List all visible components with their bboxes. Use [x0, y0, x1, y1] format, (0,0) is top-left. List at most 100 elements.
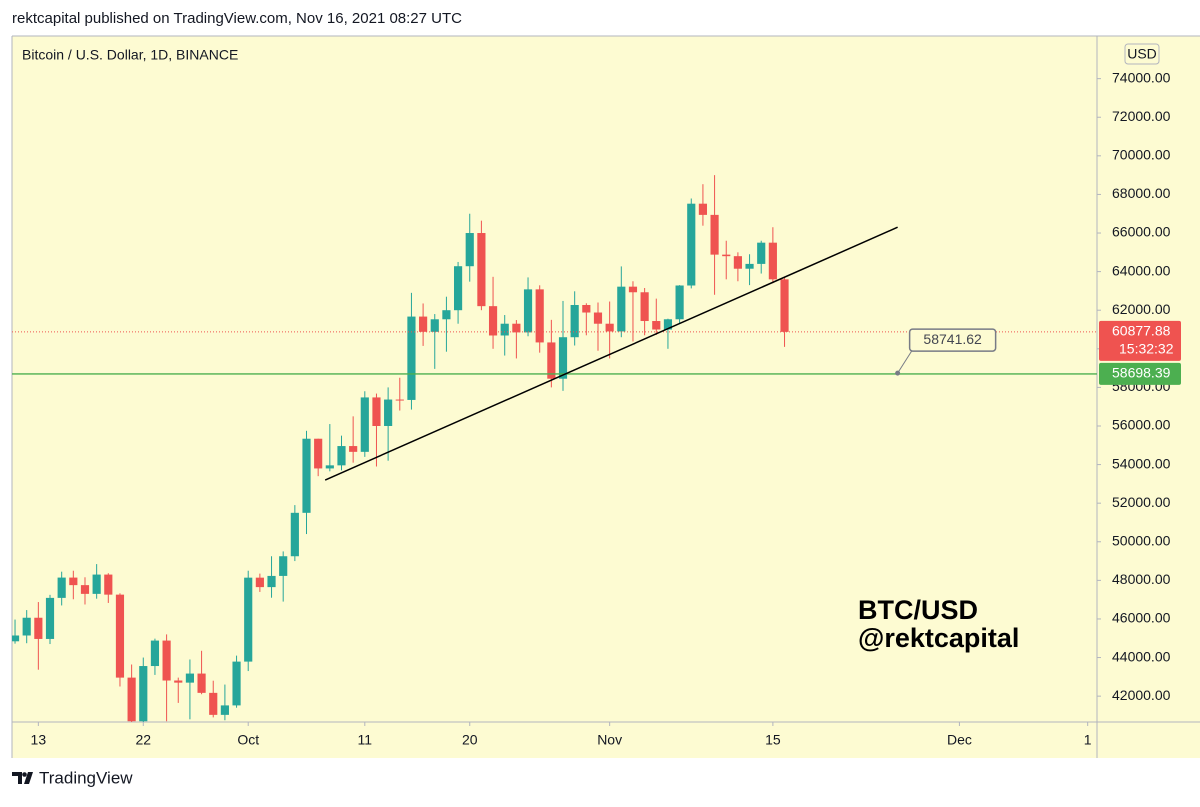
countdown-label: 15:32:32: [1119, 341, 1174, 357]
candle-body: [185, 673, 194, 683]
y-tick-label: 74000.00: [1112, 69, 1171, 85]
candle-body: [547, 342, 556, 379]
currency: USD: [1127, 46, 1157, 62]
support-label: 58698.39: [1112, 365, 1171, 381]
y-tick-label: 56000.00: [1112, 417, 1171, 433]
candle-body: [477, 233, 486, 307]
candle-body: [407, 316, 416, 400]
candle-body: [22, 617, 31, 636]
candle-body: [69, 577, 78, 586]
candle-body: [617, 286, 626, 332]
candle-body: [512, 323, 521, 333]
last-price-tag: [1099, 320, 1181, 361]
candle-body: [722, 254, 731, 257]
x-tick-label: 22: [135, 732, 151, 748]
x-tick-label: 13: [31, 732, 47, 748]
candle-body: [687, 203, 696, 286]
candle-body: [349, 446, 358, 452]
candle-body: [150, 640, 160, 667]
candle-body: [465, 233, 474, 267]
candle-body: [255, 577, 264, 588]
currency-box: [1124, 43, 1160, 65]
y-tick-label: 64000.00: [1112, 262, 1171, 278]
candle-body: [209, 692, 218, 715]
candle-body: [640, 292, 649, 322]
candle-body: [302, 438, 311, 513]
candle-body: [314, 438, 323, 469]
candle-body: [768, 242, 777, 280]
y-tick-label: 54000.00: [1112, 455, 1171, 471]
callout-label: 58741.62: [923, 331, 982, 347]
candle-body: [127, 677, 136, 722]
candle-body: [325, 465, 334, 469]
watermark: BTC/USD: [858, 595, 978, 625]
candle-body: [360, 397, 369, 452]
candle-body: [523, 289, 533, 333]
candle-body: [372, 397, 381, 426]
candle-body: [395, 399, 404, 401]
candle-body: [267, 575, 276, 588]
candle-body: [232, 661, 241, 706]
candle-body: [745, 263, 754, 269]
candle-body: [174, 680, 183, 683]
candle-body: [279, 556, 288, 576]
candle-body: [535, 289, 544, 343]
candle-body: [488, 306, 498, 336]
symbol-title: Bitcoin / U.S. Dollar, 1D, BINANCE: [22, 47, 238, 63]
x-tick-label: Oct: [237, 732, 259, 748]
candle-body: [12, 635, 20, 642]
x-tick-label: 11: [358, 732, 373, 748]
candle-body: [663, 319, 673, 330]
candle-body: [558, 337, 568, 379]
candle-body: [220, 705, 229, 715]
y-tick-label: 72000.00: [1112, 108, 1171, 124]
support-tag: [1099, 362, 1181, 385]
trendline: [324, 226, 898, 481]
candle-body: [139, 666, 148, 722]
last-price-label: 60877.88: [1112, 323, 1171, 339]
candle-body: [104, 574, 113, 595]
candle-body: [570, 304, 579, 338]
candle-body: [430, 319, 439, 332]
y-tick-label: 68000.00: [1112, 185, 1171, 201]
brand: TradingView: [39, 768, 133, 787]
candle-body: [453, 266, 463, 311]
tradingview-logo: [12, 772, 33, 784]
candle-body: [162, 640, 171, 681]
candle-body: [115, 594, 125, 678]
candle-body: [337, 446, 346, 466]
candle-body: [197, 673, 206, 693]
candle-body: [80, 585, 90, 594]
candle-body: [605, 323, 614, 332]
candle-body: [45, 597, 55, 639]
candle-body: [384, 399, 393, 426]
candle-body: [710, 214, 719, 255]
candle-body: [593, 312, 603, 324]
y-tick-label: 42000.00: [1112, 687, 1171, 703]
candle-body: [628, 286, 638, 293]
x-tick-label: 1: [1084, 732, 1092, 748]
callout-pointer: [897, 350, 913, 374]
y-tick-label: 44000.00: [1112, 648, 1171, 664]
candle-body: [92, 574, 101, 594]
candle-body: [57, 577, 66, 598]
y-tick-label: 46000.00: [1112, 610, 1171, 626]
candle-body: [652, 321, 661, 330]
candle-body: [698, 203, 708, 215]
callout-anchor: [895, 370, 901, 376]
candle-body: [675, 285, 684, 320]
y-tick-label: 66000.00: [1112, 224, 1171, 240]
y-tick-label: 70000.00: [1112, 147, 1171, 163]
candle-body: [582, 304, 591, 313]
y-tick-label: 52000.00: [1112, 494, 1171, 510]
x-tick-label: Dec: [947, 732, 972, 748]
watermark: @rektcapital: [858, 623, 1019, 653]
y-tick-label: 50000.00: [1112, 532, 1171, 548]
candle-body: [733, 256, 742, 269]
y-tick-label: 62000.00: [1112, 301, 1171, 317]
y-tick-label: 48000.00: [1112, 571, 1171, 587]
candle-body: [780, 279, 789, 332]
chart-background: [12, 36, 1200, 758]
